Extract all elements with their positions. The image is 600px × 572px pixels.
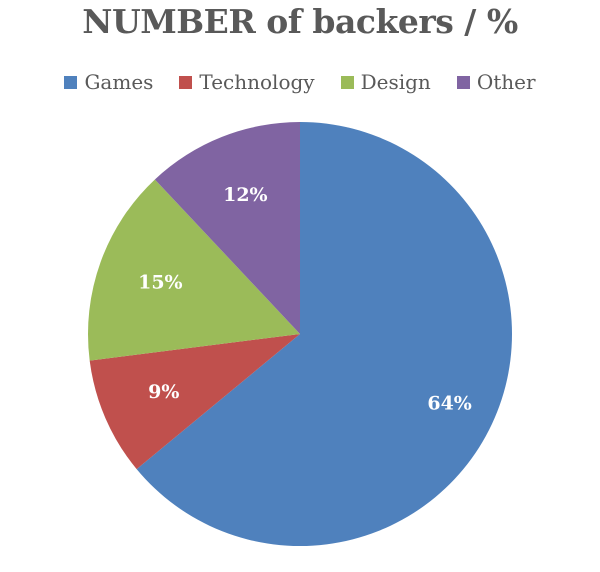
pie-slice-design	[88, 179, 300, 361]
legend-label-design: Design	[360, 70, 431, 94]
legend: Games Technology Design Other	[0, 70, 600, 94]
pie-label-design: 15%	[138, 272, 183, 294]
legend-swatch-games	[64, 75, 78, 89]
pie-slices	[88, 122, 513, 546]
legend-label-games: Games	[84, 70, 154, 94]
pie-labels: 64% 9% 15% 12%	[138, 184, 472, 414]
pie-slice-other	[154, 122, 300, 334]
legend-item-other: Other	[456, 70, 536, 94]
pie-label-other: 12%	[223, 184, 268, 206]
pie-slice-games	[136, 122, 513, 546]
legend-label-technology: Technology	[199, 70, 315, 94]
legend-swatch-design	[340, 75, 354, 89]
pie-label-games: 64%	[427, 392, 472, 414]
pie-label-technology: 9%	[148, 381, 179, 403]
legend-label-other: Other	[476, 70, 536, 94]
chart-title: NUMBER of backers / %	[82, 2, 518, 41]
legend-item-technology: Technology	[179, 70, 315, 94]
pie-slice-technology	[89, 334, 300, 470]
legend-item-games: Games	[64, 70, 153, 94]
legend-swatch-technology	[179, 75, 193, 89]
legend-item-design: Design	[340, 70, 431, 94]
legend-swatch-other	[456, 75, 470, 89]
